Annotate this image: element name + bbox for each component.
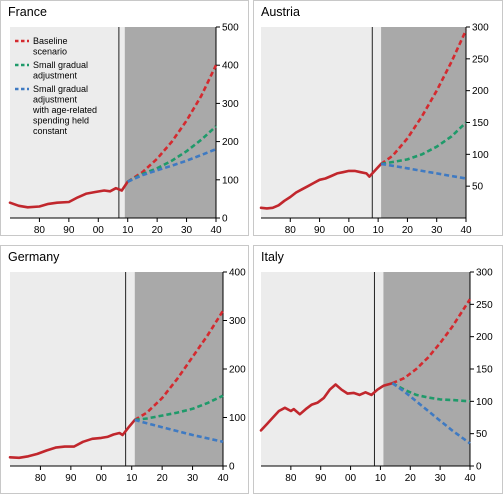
y-tick-label: 200: [476, 332, 493, 343]
y-tick-label: 100: [476, 397, 493, 408]
legend-label: scenario: [33, 47, 67, 57]
y-tick-label: 200: [472, 86, 489, 97]
chart-title: Austria: [261, 5, 300, 19]
historical-background: [261, 27, 382, 218]
legend-label: adjustment: [33, 71, 78, 81]
series-line-baseline: [134, 310, 225, 422]
legend-label: adjustment: [33, 95, 78, 105]
chart-title: France: [8, 5, 47, 19]
chart-title: Italy: [261, 250, 285, 264]
series-line-baseline: [391, 298, 472, 385]
series-line-age_related: [127, 147, 217, 183]
x-tick-label: 20: [405, 473, 417, 484]
y-tick-label: 300: [472, 23, 489, 34]
y-tick-label: 300: [222, 99, 239, 110]
chart-title: Germany: [8, 250, 60, 264]
chart-panel-germany: Germany 80 90 00 10 20 30 400 100 200 300 400: [0, 245, 249, 494]
series-line-age_related: [391, 382, 471, 445]
series-line-historical: [8, 180, 129, 209]
series-line-age_related: [134, 418, 224, 444]
chart-panel-france: France 80 90 00 10 20 30 400 100 200 300 400 500 Base…: [0, 0, 249, 236]
projection-background: [124, 27, 216, 218]
x-tick-label: 00: [93, 225, 105, 236]
x-tick-label: 30: [181, 225, 193, 236]
x-tick-label: 10: [126, 473, 138, 484]
x-tick-label: 00: [96, 473, 108, 484]
x-tick-label: 90: [63, 225, 75, 236]
legend-label: Small gradual: [33, 60, 88, 70]
x-tick-label: 00: [345, 473, 357, 484]
y-tick-label: 250: [476, 300, 493, 311]
y-tick-label: 250: [472, 54, 489, 65]
y-tick-label: 50: [476, 429, 488, 440]
y-tick-label: 50: [472, 182, 484, 193]
x-tick-label: 90: [315, 473, 327, 484]
historical-background: [261, 272, 384, 466]
x-tick-label: 10: [373, 225, 385, 236]
y-tick-label: 400: [222, 61, 239, 72]
x-tick-label: 40: [464, 473, 476, 484]
legend-label: Small gradual: [33, 84, 88, 94]
y-tick-label: 0: [222, 214, 228, 225]
x-tick-label: 90: [65, 473, 77, 484]
x-tick-label: 80: [35, 473, 47, 484]
y-tick-label: 100: [472, 150, 489, 161]
historical-background: [10, 27, 125, 218]
series-line-age_related: [380, 162, 467, 180]
legend-label: Baseline: [33, 36, 68, 46]
x-tick-label: 20: [402, 225, 414, 236]
historical-background: [10, 272, 135, 466]
x-tick-label: 20: [157, 473, 169, 484]
series-line-small_gradual: [380, 121, 467, 166]
x-tick-label: 80: [285, 225, 297, 236]
x-tick-label: 40: [210, 225, 222, 236]
y-tick-label: 300: [229, 316, 246, 327]
y-tick-label: 100: [229, 413, 246, 424]
legend-label: with age-related: [32, 105, 97, 115]
x-tick-label: 10: [122, 225, 134, 236]
x-tick-label: 80: [34, 225, 46, 236]
x-tick-label: 40: [460, 225, 472, 236]
legend-label: constant: [33, 126, 68, 136]
x-tick-label: 20: [152, 225, 164, 236]
y-tick-label: 200: [222, 137, 239, 148]
x-tick-label: 90: [314, 225, 326, 236]
series-line-baseline: [126, 64, 218, 183]
series-line-historical: [259, 162, 383, 210]
series-line-historical: [259, 381, 394, 432]
y-tick-label: 400: [229, 268, 246, 279]
x-tick-label: 00: [343, 225, 355, 236]
chart-panel-italy: Italy 80 90 00 10 20 30 400 50 100 150 200 250 300: [253, 245, 503, 494]
y-tick-label: 500: [222, 23, 239, 34]
projection-background: [383, 272, 470, 466]
y-tick-label: 100: [222, 175, 239, 186]
x-tick-label: 10: [375, 473, 387, 484]
y-tick-label: 0: [229, 462, 235, 473]
x-tick-label: 30: [435, 473, 447, 484]
series-line-historical: [8, 418, 137, 460]
y-tick-label: 150: [472, 118, 489, 129]
x-tick-label: 40: [217, 473, 229, 484]
y-tick-label: 300: [476, 268, 493, 279]
legend-label: spending held: [33, 116, 89, 126]
y-tick-label: 200: [229, 365, 246, 376]
x-tick-label: 30: [187, 473, 199, 484]
x-tick-label: 30: [431, 225, 443, 236]
series-line-small_gradual: [134, 394, 224, 422]
y-tick-label: 0: [476, 462, 482, 473]
projection-background: [134, 272, 223, 466]
x-tick-label: 80: [285, 473, 297, 484]
y-tick-label: 150: [476, 365, 493, 376]
chart-panel-austria: Austria 80 90 00 10 20 30 40 50 100 150 200 250 300: [253, 0, 503, 236]
